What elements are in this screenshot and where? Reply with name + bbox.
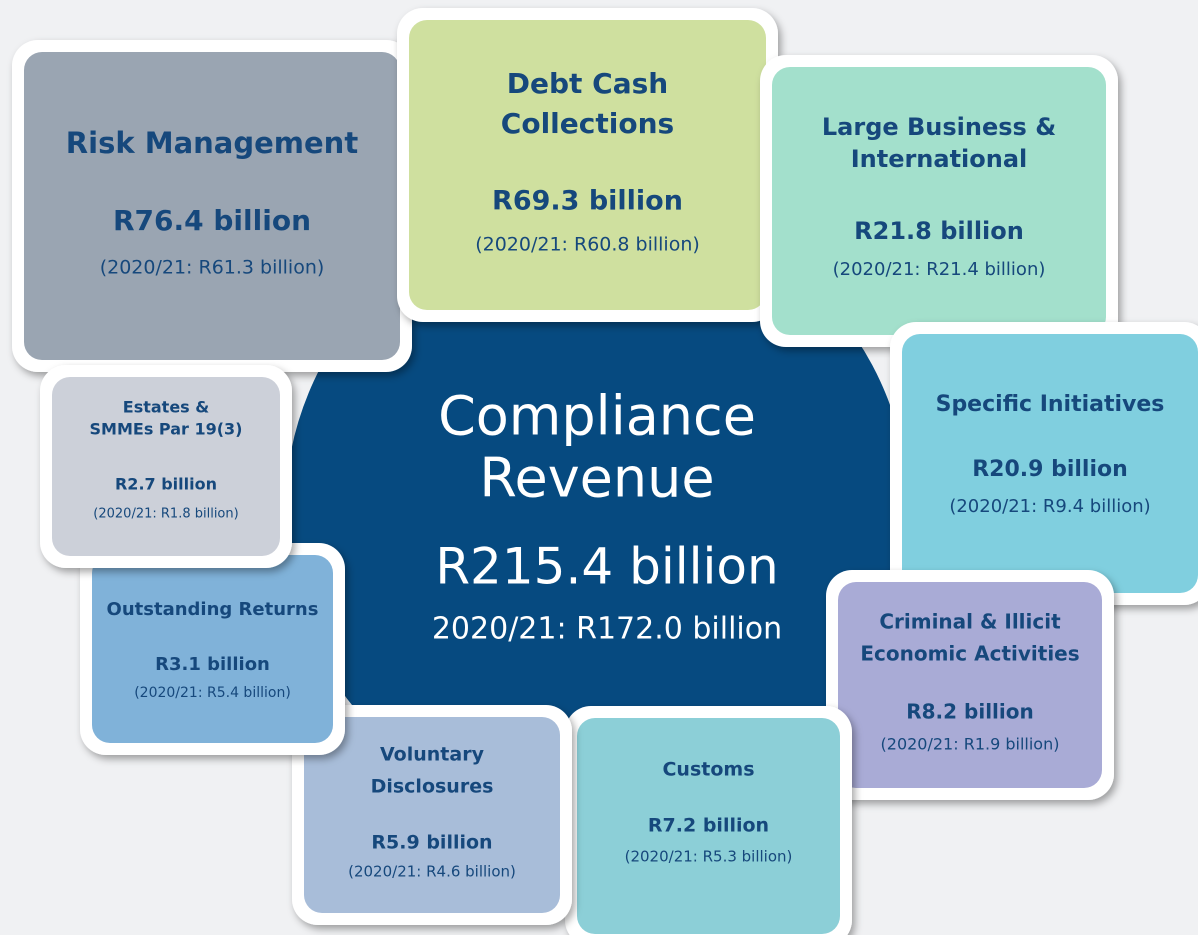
- box-prior: (2020/21: R60.8 billion): [475, 234, 700, 256]
- box-title: Criminal & Illicit: [879, 610, 1061, 634]
- box: Criminal & Illicit Economic Activities R8.…: [826, 570, 1114, 800]
- box-fill: [52, 377, 280, 556]
- box-fill: [577, 718, 840, 934]
- box-title: Debt Cash: [507, 67, 668, 100]
- box-prior: (2020/21: R21.4 billion): [833, 259, 1046, 280]
- box-value: R69.3 billion: [492, 186, 683, 217]
- box-title: SMMEs Par 19(3): [90, 420, 243, 439]
- box-prior: (2020/21: R1.9 billion): [881, 735, 1060, 754]
- center-title: Compliance: [438, 385, 756, 448]
- box: Debt Cash Collections R69.3 billion (2020/2…: [397, 8, 778, 322]
- box-title: Customs: [662, 759, 754, 781]
- box-title: Outstanding Returns: [107, 599, 319, 620]
- box-value: R76.4 billion: [113, 204, 311, 237]
- box: Outstanding Returns R3.1 billion (2020/21:…: [80, 543, 345, 755]
- box-title: Disclosures: [371, 776, 494, 798]
- box-title: Voluntary: [380, 744, 485, 766]
- box: Estates & SMMEs Par 19(3) R2.7 billion (202…: [40, 365, 292, 568]
- box-value: R5.9 billion: [371, 832, 492, 854]
- box: Specific Initiatives R20.9 billion (2020/2…: [890, 322, 1198, 605]
- box-value: R8.2 billion: [906, 700, 1034, 724]
- box-value: R3.1 billion: [155, 654, 270, 675]
- box-value: R2.7 billion: [115, 475, 217, 494]
- box-fill: [838, 582, 1102, 788]
- box-value: R7.2 billion: [648, 815, 769, 837]
- box-fill: [304, 717, 560, 913]
- box-title: International: [851, 145, 1028, 173]
- box-fill: [92, 555, 333, 743]
- box-prior: (2020/21: R4.6 billion): [348, 863, 516, 881]
- box: Voluntary Disclosures R5.9 billion (2020/21…: [292, 705, 572, 925]
- center-prior: 2020/21: R172.0 billion: [432, 612, 782, 647]
- box-fill: [902, 334, 1198, 593]
- box-prior: (2020/21: R5.4 billion): [134, 685, 291, 701]
- box: Large Business & International R21.8 billi…: [760, 55, 1118, 347]
- box-value: R20.9 billion: [972, 457, 1128, 482]
- box-title: Large Business &: [822, 113, 1056, 141]
- box-title: Collections: [501, 107, 674, 140]
- center-title: Revenue: [479, 447, 714, 510]
- box-fill: [409, 20, 766, 310]
- box-prior: (2020/21: R1.8 billion): [93, 507, 238, 522]
- box-title: Risk Management: [66, 126, 359, 160]
- box: Customs R7.2 billion (2020/21: R5.3 billio…: [565, 706, 852, 935]
- box: Risk Management R76.4 billion (2020/21: R6…: [12, 40, 412, 372]
- box-title: Economic Activities: [860, 642, 1079, 666]
- box-value: R21.8 billion: [854, 217, 1024, 245]
- box-title: Specific Initiatives: [936, 392, 1165, 417]
- box-fill: [24, 52, 400, 360]
- box-prior: (2020/21: R61.3 billion): [100, 257, 325, 279]
- box-fill: [772, 67, 1106, 335]
- box-prior: (2020/21: R9.4 billion): [949, 496, 1150, 517]
- center-value: R215.4 billion: [435, 538, 778, 596]
- box-title: Estates &: [123, 398, 209, 417]
- center-circle: [285, 200, 909, 824]
- box-prior: (2020/21: R5.3 billion): [625, 848, 793, 866]
